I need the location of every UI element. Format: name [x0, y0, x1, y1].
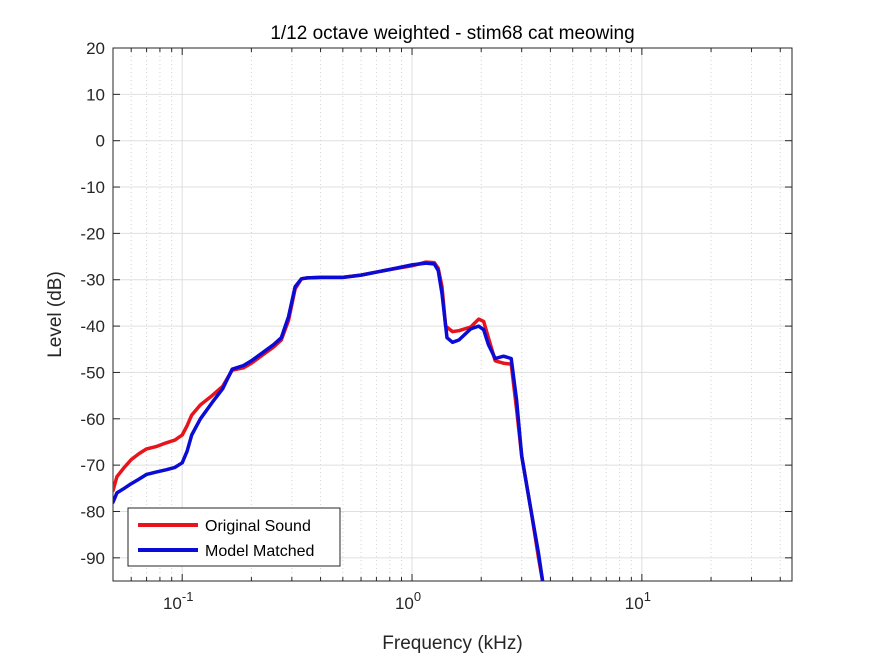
series-group: [113, 260, 545, 581]
plot-frame: [112, 47, 793, 582]
y-tick-label: -60: [80, 410, 105, 429]
x-tick-label-base: 10: [625, 594, 644, 613]
y-tick-label: -20: [80, 224, 105, 243]
legend: Original Sound Model Matched: [127, 507, 341, 567]
y-tick-label: -10: [80, 178, 105, 197]
y-tick-label: -30: [80, 271, 105, 290]
y-tick-label: -40: [80, 317, 105, 336]
x-tick-label-exponent: -1: [182, 589, 194, 604]
x-tick-label-exponent: 0: [414, 589, 421, 604]
y-tick-label: 0: [96, 132, 105, 151]
x-axis-label: Frequency (kHz): [382, 633, 522, 654]
y-tick-label: -90: [80, 549, 105, 568]
x-tick-label-base: 10: [395, 594, 414, 613]
x-tick-label: 100: [395, 589, 421, 613]
y-tick-label: -50: [80, 363, 105, 382]
legend-label-model-matched: Model Matched: [205, 543, 314, 560]
series-line-model-matched: [113, 261, 545, 581]
y-axis-label: Level (dB): [45, 271, 66, 358]
x-tick-label-exponent: 1: [644, 589, 651, 604]
x-tick-label: 10-1: [163, 589, 193, 613]
chart-title: 1/12 octave weighted - stim68 cat meowin…: [270, 23, 634, 44]
y-tick-label: -80: [80, 502, 105, 521]
y-tick-label: 20: [86, 39, 105, 58]
x-tick-label: 101: [625, 589, 651, 613]
legend-label-original-sound: Original Sound: [205, 518, 311, 535]
y-tick-label: 10: [86, 85, 105, 104]
legend-box: [127, 507, 341, 567]
x-tick-label-base: 10: [163, 594, 182, 613]
y-tick-label: -70: [80, 456, 105, 475]
plot-area: [113, 48, 792, 581]
